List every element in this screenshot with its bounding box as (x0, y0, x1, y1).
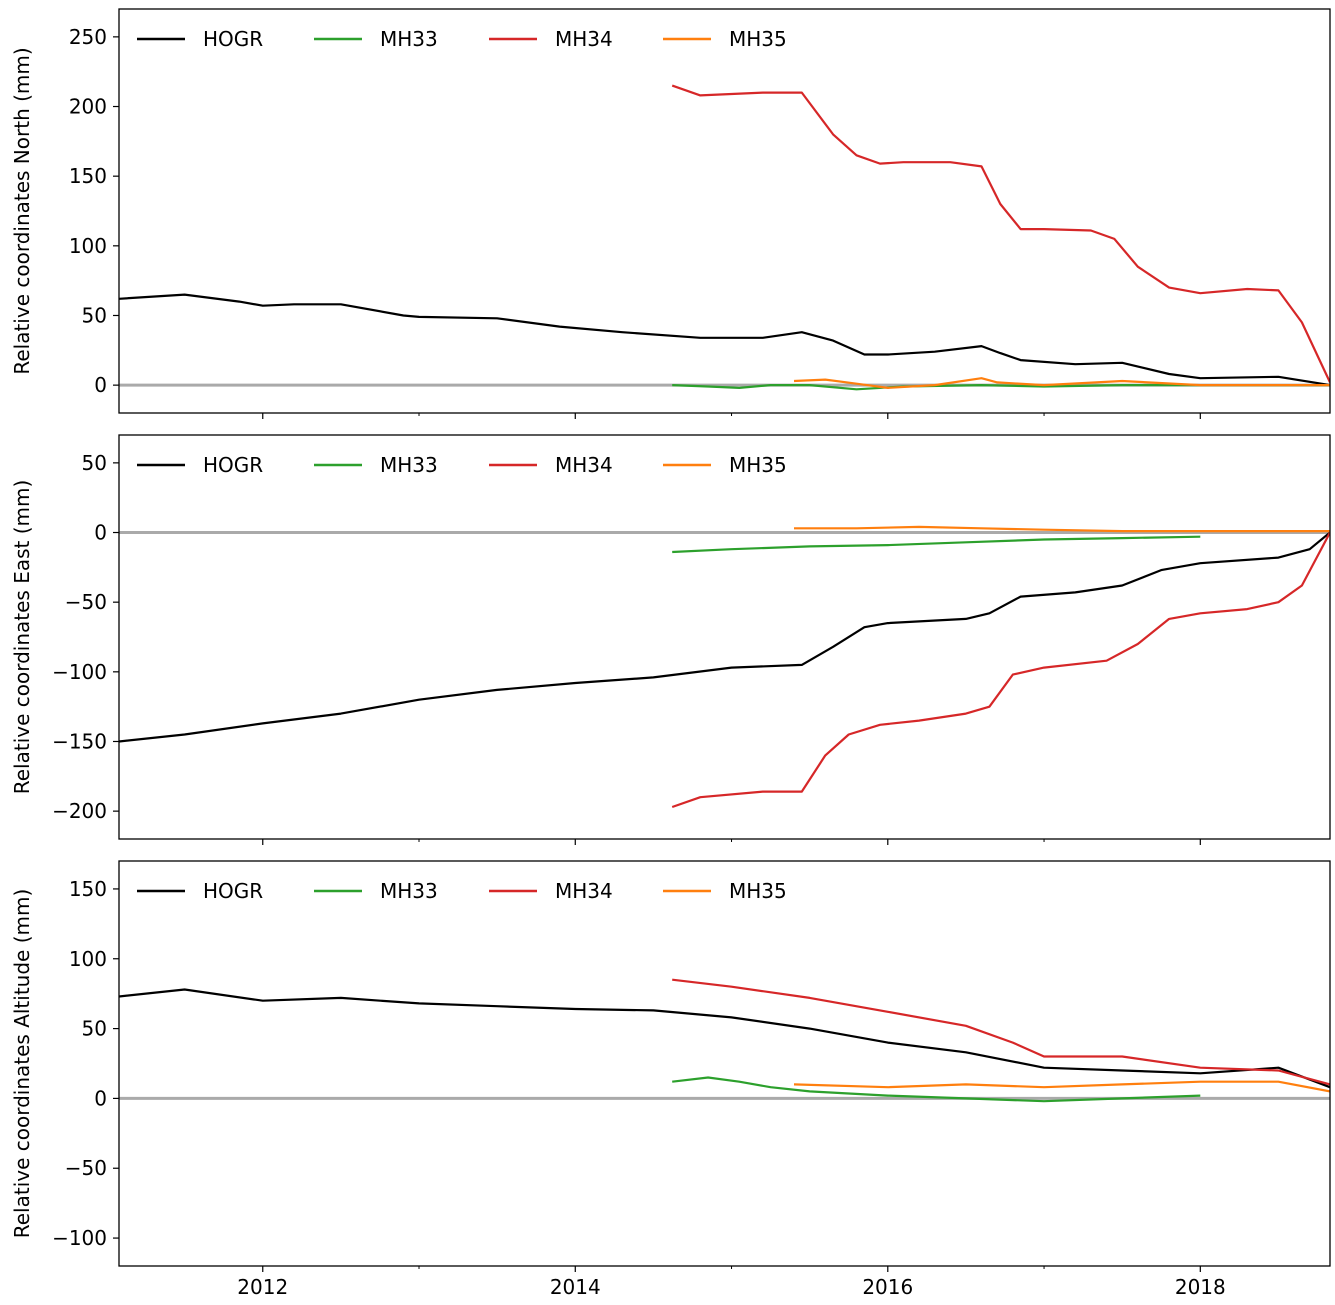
y-tick-label: −50 (65, 1156, 107, 1180)
panel-north: 0 50 100 150 200 250 Relative coordinates Nort… (10, 8, 1331, 419)
y-tick-label: 0 (94, 1086, 107, 1110)
y-axis-label: Relative coordinates Altitude (mm) (10, 889, 34, 1239)
axes-frame-altitude (118, 860, 1331, 1267)
y-tick-label: 100 (69, 947, 107, 971)
series-line-mh34 (671, 84, 1330, 383)
series-line-mh35 (794, 525, 1330, 533)
y-tick-label: 0 (94, 521, 107, 545)
legend-altitude: HOGR MH33 MH34 MH35 (137, 879, 787, 903)
y-tick-label: 150 (69, 164, 107, 188)
y-tick-label: −100 (52, 660, 107, 684)
legend-label-mh35: MH35 (729, 879, 787, 903)
x-tick-label: 2016 (862, 1275, 913, 1299)
series-line-mh35 (793, 377, 1330, 389)
legend-label-mh34: MH34 (555, 879, 613, 903)
legend-label-mh33: MH33 (380, 27, 438, 51)
y-tick-label: 250 (69, 25, 107, 49)
x-tick-label: 2018 (1175, 1275, 1226, 1299)
y-tick-label: 100 (69, 234, 107, 258)
x-tick-label: 2014 (550, 1275, 601, 1299)
y-tick-label: 0 (94, 373, 107, 397)
legend-label-hogr: HOGR (203, 27, 263, 51)
legend-label-mh35: MH35 (729, 453, 787, 477)
series-line-mh33 (672, 1076, 1201, 1103)
series-line-mh34 (672, 978, 1330, 1086)
y-tick-label: −100 (52, 1226, 107, 1250)
legend-label-hogr: HOGR (203, 879, 263, 903)
panel-east: −200 −150 −100 −50 0 50 Relative coordinates E… (10, 434, 1331, 845)
y-axis-label: Relative coordinates North (mm) (10, 47, 34, 374)
y-tick-label: 200 (69, 95, 107, 119)
plot-area-altitude (119, 978, 1330, 1103)
series-line-hogr (119, 293, 1330, 387)
y-tick-label: −50 (65, 590, 107, 614)
axes-frame-north (118, 8, 1331, 414)
legend-label-mh34: MH34 (555, 453, 613, 477)
legend-east: HOGR MH33 MH34 MH35 (137, 453, 787, 477)
series-line-mh35 (793, 1080, 1330, 1093)
y-tick-label: 50 (82, 1017, 107, 1041)
series-line-hogr (119, 531, 1330, 743)
legend-label-mh33: MH33 (380, 879, 438, 903)
series-line-hogr (119, 988, 1330, 1089)
y-tick-label: 50 (82, 451, 107, 475)
series-line-mh33 (672, 535, 1201, 554)
plot-area-east (119, 525, 1330, 809)
legend-north: HOGR MH33 MH34 MH35 (137, 27, 787, 51)
x-tick-label: 2012 (237, 1275, 288, 1299)
plot-area-north (119, 84, 1330, 391)
y-tick-label: 150 (69, 877, 107, 901)
legend-label-mh34: MH34 (555, 27, 613, 51)
axes-frame-east (118, 434, 1331, 840)
y-tick-label: 50 (82, 303, 107, 327)
y-tick-label: −150 (52, 729, 107, 753)
series-line-mh34 (671, 531, 1330, 809)
panel-altitude: −100 −50 0 50 100 150 2012 2014 2016 2018 Relative… (10, 860, 1331, 1299)
legend-label-hogr: HOGR (203, 453, 263, 477)
y-tick-label: −200 (52, 799, 107, 823)
legend-label-mh33: MH33 (380, 453, 438, 477)
legend-label-mh35: MH35 (729, 27, 787, 51)
y-axis-label: Relative coordinates East (mm) (10, 480, 34, 795)
